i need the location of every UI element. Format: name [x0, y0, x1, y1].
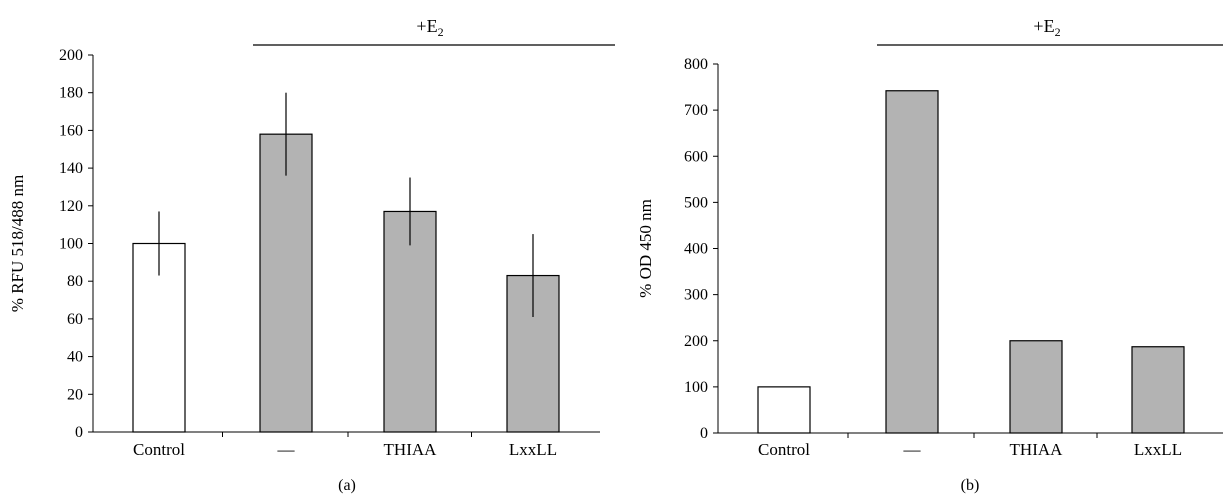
y-tick-label: 100 [684, 379, 708, 396]
panel-a: 0 20 40 60 80 100 120 140 160 180 200 % RFU 518/488… [8, 16, 615, 494]
y-tick-label: 120 [59, 198, 83, 215]
y-tick-label: 20 [67, 386, 83, 403]
bar-1 [259, 133, 313, 433]
category-label: LxxLL [1134, 440, 1182, 459]
category-label: LxxLL [509, 440, 557, 459]
bar-2 [1009, 340, 1063, 434]
panel-label: (b) [961, 477, 980, 494]
y-tick-label: 0 [75, 424, 83, 441]
y-axis-label: % OD 450 nm [636, 199, 655, 298]
y-tick-label: 200 [684, 333, 708, 350]
group-label: +E2 [416, 16, 443, 39]
category-label: Control [758, 440, 810, 459]
category-label: THIAA [384, 440, 438, 459]
y-tick-label: 500 [684, 194, 708, 211]
bar-0 [132, 242, 186, 433]
y-tick-label: 180 [59, 85, 83, 102]
y-axis-label: % RFU 518/488 nm [8, 175, 27, 312]
y-tick-label: 60 [67, 311, 83, 328]
category-label: Control [133, 440, 185, 459]
panel-label: (a) [338, 477, 356, 494]
y-tick-label: 400 [684, 241, 708, 258]
y-tick-label: 140 [59, 160, 83, 177]
y-tick-label: 0 [700, 425, 708, 442]
category-label: THIAA [1010, 440, 1064, 459]
y-tick-label: 800 [684, 56, 708, 73]
category-label: — [903, 440, 922, 459]
bar-0 [757, 386, 811, 434]
bar-3 [1131, 346, 1185, 434]
y-tick-label: 600 [684, 148, 708, 165]
y-tick-label: 300 [684, 287, 708, 304]
group-label: +E2 [1033, 16, 1060, 39]
y-tick-label: 40 [67, 349, 83, 366]
bar-1 [885, 90, 939, 434]
y-tick-label: 80 [67, 273, 83, 290]
y-tick-label: 200 [59, 47, 83, 64]
y-tick-label: 700 [684, 102, 708, 119]
y-tick-label: 100 [59, 236, 83, 253]
category-label: — [277, 440, 296, 459]
y-tick-label: 160 [59, 122, 83, 139]
panel-b: 0 100 200 300 400 500 600 700 800 % OD 450 nm Cont… [636, 16, 1223, 494]
